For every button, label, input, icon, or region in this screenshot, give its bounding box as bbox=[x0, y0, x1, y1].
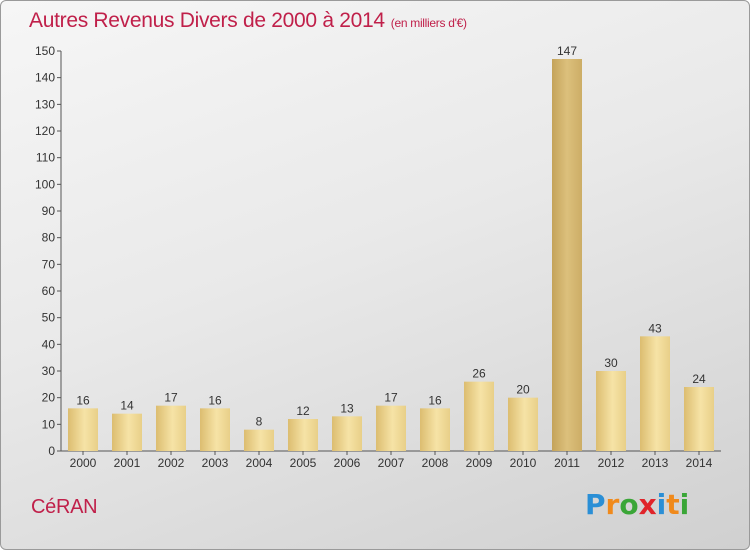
x-tick-label: 2008 bbox=[422, 456, 449, 470]
y-tick-label: 150 bbox=[35, 44, 55, 58]
y-tick-label: 90 bbox=[42, 204, 56, 218]
bar bbox=[200, 408, 230, 451]
logo-letter: P bbox=[585, 488, 606, 521]
bar bbox=[596, 371, 626, 451]
logo-letter: i bbox=[656, 488, 667, 521]
bar-value-label: 30 bbox=[604, 356, 618, 370]
commune-name: CéRAN bbox=[31, 496, 98, 518]
x-tick-label: 2004 bbox=[246, 456, 273, 470]
bar-value-label: 147 bbox=[557, 44, 577, 58]
bar bbox=[68, 408, 98, 451]
bar-value-label: 20 bbox=[516, 383, 530, 397]
bar-value-label: 8 bbox=[256, 415, 263, 429]
y-tick-label: 60 bbox=[42, 284, 56, 298]
logo-letter: o bbox=[619, 488, 639, 521]
bar bbox=[464, 381, 494, 451]
y-tick-label: 30 bbox=[42, 364, 56, 378]
x-tick-label: 2013 bbox=[642, 456, 669, 470]
x-tick-label: 2005 bbox=[290, 456, 317, 470]
bar bbox=[508, 397, 538, 451]
bar-value-label: 17 bbox=[384, 391, 398, 405]
y-tick-label: 130 bbox=[35, 97, 55, 111]
logo-letter: i bbox=[679, 488, 690, 521]
y-tick-label: 20 bbox=[42, 391, 56, 405]
x-tick-label: 2011 bbox=[554, 456, 580, 470]
bar bbox=[376, 405, 406, 451]
logo-letter: r bbox=[605, 488, 620, 521]
bar bbox=[552, 59, 582, 451]
bar bbox=[288, 419, 318, 451]
y-tick-label: 110 bbox=[36, 151, 55, 165]
chart-subtitle: (en milliers d'€) bbox=[390, 16, 467, 30]
bar bbox=[420, 408, 450, 451]
y-tick-label: 120 bbox=[35, 124, 55, 138]
bar bbox=[684, 387, 714, 451]
bar-value-label: 43 bbox=[648, 321, 662, 335]
proxiti-logo: Proxiti bbox=[585, 488, 689, 521]
y-tick-label: 140 bbox=[35, 71, 55, 85]
y-tick-label: 50 bbox=[42, 311, 56, 325]
y-tick-label: 100 bbox=[35, 177, 55, 191]
x-tick-label: 2002 bbox=[158, 456, 185, 470]
bar-value-label: 24 bbox=[692, 372, 706, 386]
y-tick-label: 0 bbox=[48, 444, 55, 458]
x-tick-label: 2001 bbox=[114, 456, 141, 470]
chart-title: Autres Revenus Divers de 2000 à 2014 (en … bbox=[29, 9, 467, 32]
bar-value-label: 13 bbox=[340, 401, 354, 415]
x-tick-label: 2009 bbox=[466, 456, 493, 470]
bar-value-label: 17 bbox=[164, 391, 178, 405]
y-tick-label: 80 bbox=[42, 231, 56, 245]
bar bbox=[112, 413, 142, 451]
x-tick-label: 2006 bbox=[334, 456, 361, 470]
x-tick-label: 2007 bbox=[378, 456, 405, 470]
bar bbox=[156, 405, 186, 451]
x-tick-label: 2003 bbox=[202, 456, 229, 470]
bar bbox=[332, 416, 362, 451]
x-tick-label: 2000 bbox=[70, 456, 97, 470]
y-tick-label: 40 bbox=[42, 337, 56, 351]
bar bbox=[640, 336, 670, 451]
bar-value-label: 16 bbox=[76, 393, 90, 407]
x-tick-label: 2014 bbox=[686, 456, 713, 470]
bar-value-label: 14 bbox=[120, 399, 134, 413]
logo-letter: x bbox=[638, 488, 657, 521]
bar-value-label: 12 bbox=[296, 404, 310, 418]
logo-letter: t bbox=[666, 488, 680, 521]
y-tick-label: 70 bbox=[42, 257, 56, 271]
bar-value-label: 16 bbox=[428, 393, 442, 407]
x-tick-label: 2012 bbox=[598, 456, 625, 470]
bar-value-label: 26 bbox=[472, 367, 486, 381]
bar bbox=[244, 429, 274, 451]
bar-value-label: 16 bbox=[208, 393, 222, 407]
x-tick-label: 2010 bbox=[510, 456, 537, 470]
y-tick-label: 10 bbox=[42, 417, 56, 431]
